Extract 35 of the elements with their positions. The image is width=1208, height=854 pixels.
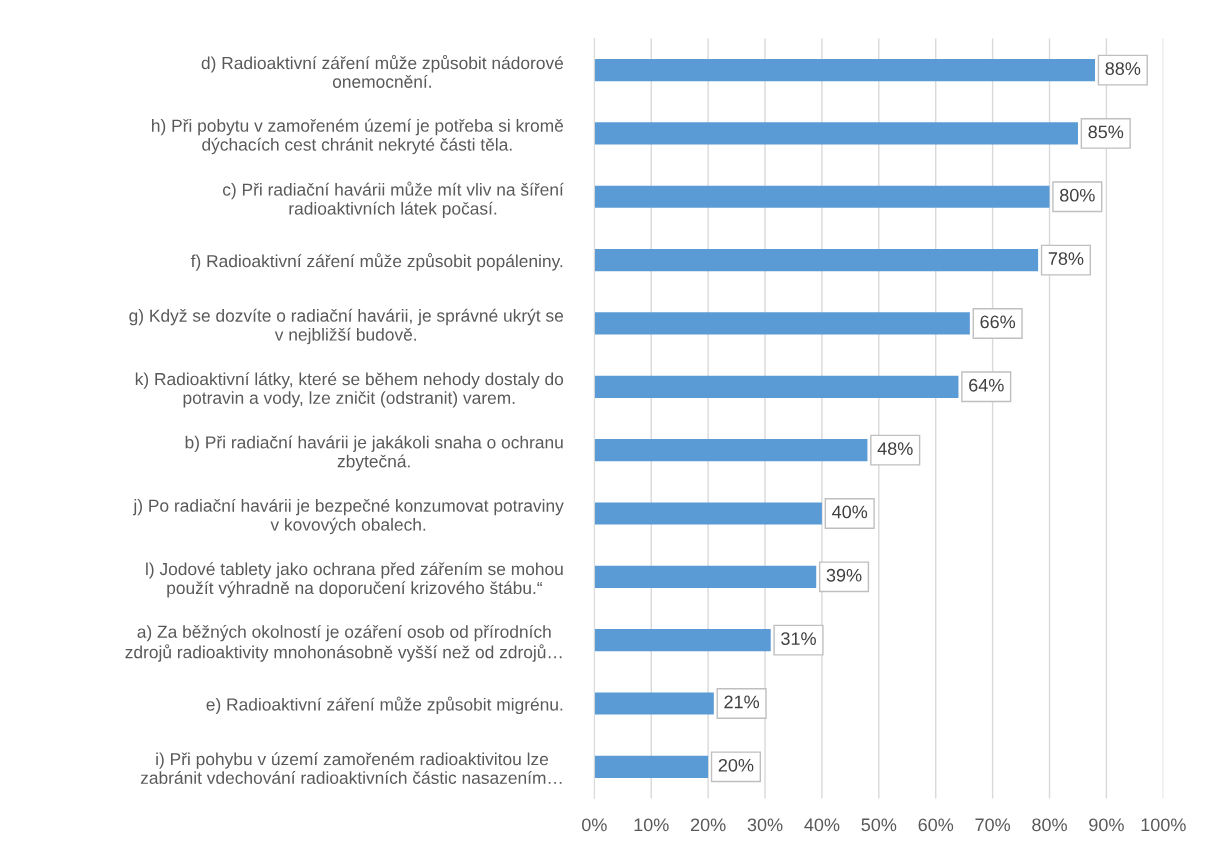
x-tick-label: 60% [918,818,954,832]
x-tick-label: 0% [581,818,607,832]
data-label: 85% [1088,125,1124,139]
x-tick-label: 50% [861,818,897,832]
x-tick-label: 100% [1141,818,1186,832]
y-tick-label: e) Radioaktivní záření může způsobit migrénu. [206,696,563,715]
x-tick-label: 40% [804,818,840,832]
y-tick-label: f) Radioaktivní záření může způsobit popáleniny. [190,253,563,271]
data-label: 31% [781,632,816,645]
x-tick-label: 90% [1089,818,1124,832]
data-label: 80% [1060,188,1095,202]
y-tick-label: h) Při pobytu v zamořeném území je potřeba si kromě dýchacích cest chránit nekryté části těla. [152,118,564,155]
data-label: 21% [724,695,760,709]
data-label: 66% [980,315,1016,329]
x-tick-label: 20% [690,818,726,832]
x-tick-label: 80% [1032,818,1067,832]
x-tick-label: 10% [634,818,669,832]
y-tick-label: d) Radioaktivní záření může způsobit nádorové onemocnění. [201,55,564,88]
y-tick-label: g) Když se dozvíte o radiační havárii, je správné ukrýt se v nejbližší budově. [129,308,564,345]
data-label: 64% [969,378,1004,392]
y-tick-label: i) Při pohybu v území zamořeném radioaktivitou lze zabránit vdechování radioaktivních částic nasazením… [140,752,562,784]
data-label: 88% [1105,62,1141,75]
data-label: 78% [1048,252,1084,265]
y-tick-label: l) Jodové tablety jako ochrana před zářením se mohou použít výhradně na doporučení krizového štábu.“ [146,562,563,598]
y-tick-label: a) Za běžných okolností je ozáření osob od přírodních zdrojů radioaktivity mnohonásobně vyšší než od zdrojů… [125,624,562,662]
data-label: 39% [826,568,862,582]
y-tick-label: k) Radioaktivní látky, které se během nehody dostaly do potravin a vody, lze zničit (odstranit) varem. [135,372,564,408]
x-tick-label: 30% [747,818,783,832]
data-label: 20% [718,758,754,772]
y-tick-label: j) Po radiační havárii je bezpečné konzumovat potraviny v kovových obalech. [132,498,564,535]
data-label: 48% [877,442,913,455]
y-tick-label: c) Při radiační havárii může mít vliv na šíření radioaktivních látek počasí. [223,181,564,219]
x-tick-label: 70% [975,818,1011,832]
y-tick-label: b) Při radiační havárii je jakákoli snaha o ochranu zbytečná. [185,435,563,471]
data-label: 40% [832,505,868,519]
